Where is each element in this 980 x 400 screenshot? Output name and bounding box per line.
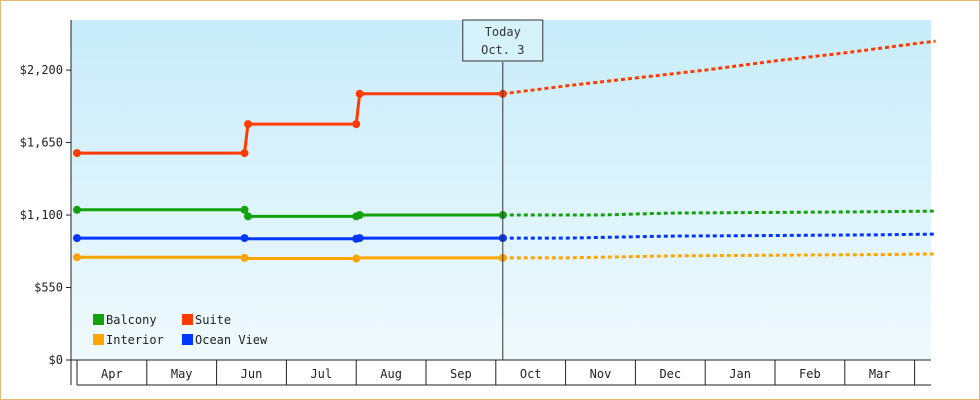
data-point-suite — [352, 120, 361, 129]
x-tick-label: Oct — [520, 367, 542, 381]
legend-swatch-ocean-view — [182, 334, 193, 345]
legend-label-interior: Interior — [106, 333, 164, 347]
y-tick-label: $0 — [49, 353, 63, 367]
legend-swatch-balcony — [93, 314, 104, 325]
data-point-interior — [73, 253, 81, 262]
y-tick-label: $550 — [34, 281, 63, 295]
data-point-interior — [240, 253, 249, 262]
today-date: Oct. 3 — [481, 43, 524, 57]
data-point-ocean-view — [73, 234, 81, 243]
today-label: Today — [485, 25, 521, 39]
y-tick-label: $1,100 — [20, 208, 63, 222]
today-box — [462, 19, 544, 62]
data-point-suite — [73, 149, 81, 158]
series-line-interior — [77, 255, 503, 260]
data-point-interior — [352, 254, 361, 263]
series-forecast-ocean-view — [502, 232, 936, 240]
legend-label-ocean-view: Ocean View — [195, 333, 268, 347]
data-point-balcony — [240, 205, 249, 214]
x-tick-label: Aug — [380, 367, 402, 381]
series-line-balcony — [77, 208, 503, 218]
x-tick-label: Jan — [729, 367, 751, 381]
plot-background — [71, 20, 931, 360]
x-tick-label: Jun — [241, 367, 263, 381]
series-forecast-interior — [502, 252, 936, 260]
data-point-balcony — [244, 212, 253, 221]
x-tick-label: May — [171, 367, 193, 381]
data-point-ocean-view — [240, 234, 249, 243]
series-forecast-balcony — [502, 209, 936, 217]
legend-label-balcony: Balcony — [106, 313, 157, 327]
y-tick-label: $2,200 — [20, 63, 63, 77]
x-tick-label: Mar — [869, 367, 891, 381]
x-tick-label: Sep — [450, 367, 472, 381]
data-point-suite — [244, 120, 253, 129]
x-tick-label: Nov — [590, 367, 612, 381]
x-tick-label: Apr — [101, 367, 123, 381]
data-point-ocean-view — [355, 234, 364, 243]
data-point-balcony — [355, 211, 364, 220]
x-tick-label: Jul — [310, 367, 332, 381]
series-line-suite — [77, 92, 503, 155]
series-line-ocean-view — [77, 236, 503, 241]
data-point-balcony — [73, 205, 81, 214]
legend-swatch-suite — [182, 314, 193, 325]
x-tick-label: Feb — [799, 367, 821, 381]
legend-label-suite: Suite — [195, 313, 231, 327]
data-point-suite — [355, 89, 364, 98]
legend-swatch-interior — [93, 334, 104, 345]
data-point-suite — [240, 149, 249, 158]
series-forecast-suite — [502, 39, 936, 96]
x-tick-label: Dec — [659, 367, 681, 381]
y-tick-label: $1,650 — [20, 136, 63, 150]
